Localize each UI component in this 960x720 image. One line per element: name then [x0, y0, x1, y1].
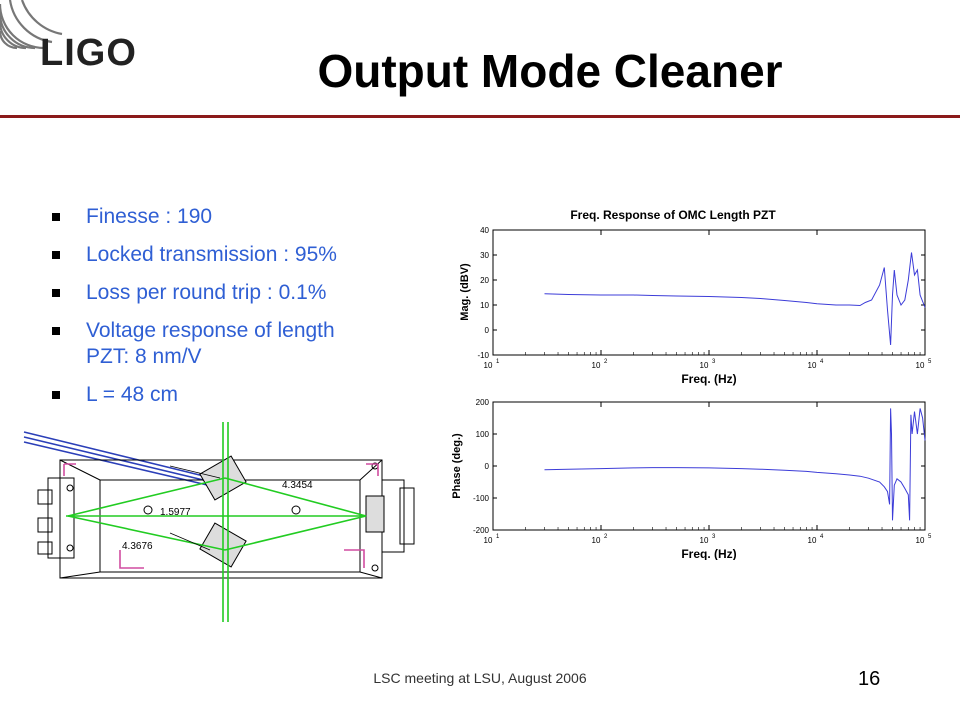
- x-tick-exponent: 5: [928, 359, 932, 365]
- magnitude-ylabel: Mag. (dBV): [459, 263, 471, 321]
- chart-title: Freq. Response of OMC Length PZT: [570, 208, 776, 222]
- x-tick-label: 10: [700, 361, 709, 370]
- slide-title: Output Mode Cleaner: [317, 45, 783, 97]
- x-tick-label: 10: [916, 361, 925, 370]
- x-tick-exponent: 1: [496, 534, 500, 540]
- mirror-mounts: [199, 455, 385, 568]
- ligo-logo: LIGO: [40, 32, 137, 74]
- magnitude-xlabel: Freq. (Hz): [681, 372, 736, 386]
- y-tick-label: 100: [476, 430, 490, 439]
- title-divider: [0, 115, 960, 118]
- magnitude-series-line: [544, 252, 926, 346]
- bullet-marker-icon: [52, 213, 60, 221]
- phase-series-line: [544, 408, 926, 521]
- bullet-marker-icon: [52, 251, 60, 259]
- bullet-list: Finesse : 190 Locked transmission : 95% …: [48, 204, 428, 420]
- bullet-text: Loss per round trip : 0.1%: [86, 281, 327, 304]
- x-tick-exponent: 3: [712, 534, 716, 540]
- dimension-label: 1.5977: [160, 507, 191, 518]
- freq-response-plots: Freq. Response of OMC Length PZT -100102…: [451, 208, 932, 560]
- bullet-text: L = 48 cm: [86, 383, 179, 406]
- x-tick-exponent: 5: [928, 534, 932, 540]
- bullet-item: Loss per round trip : 0.1%: [48, 280, 428, 306]
- ligo-logo-arcs: [0, 0, 63, 50]
- phase-xlabel: Freq. (Hz): [681, 547, 736, 560]
- x-tick-exponent: 4: [820, 359, 824, 365]
- y-tick-label: 30: [480, 251, 489, 260]
- bullet-item: Voltage response of length PZT: 8 nm/V: [48, 318, 428, 370]
- magnitude-axes: [492, 229, 926, 356]
- bullet-marker-icon: [52, 327, 60, 335]
- x-tick-exponent: 3: [712, 359, 716, 365]
- bullet-marker-icon: [52, 289, 60, 297]
- y-tick-label: 0: [485, 326, 490, 335]
- x-tick-exponent: 2: [604, 534, 608, 540]
- x-tick-label: 10: [592, 536, 601, 545]
- phase-axes: [492, 401, 926, 531]
- dimension-label: 4.3676: [122, 541, 153, 552]
- y-tick-label: 10: [480, 301, 489, 310]
- bullet-item: Finesse : 190: [48, 204, 428, 230]
- y-tick-label: 200: [476, 398, 490, 407]
- phase-ylabel: Phase (deg.): [451, 433, 463, 499]
- bullet-text-continued: PZT: 8 nm/V: [86, 345, 202, 368]
- x-tick-exponent: 2: [604, 359, 608, 365]
- dimension-lines: [169, 465, 221, 551]
- bullet-item: L = 48 cm: [48, 382, 428, 408]
- y-tick-label: -10: [477, 351, 489, 360]
- dimension-label: 4.3454: [282, 480, 313, 491]
- bullet-marker-icon: [52, 391, 60, 399]
- bullet-text: Voltage response of length: [86, 319, 335, 342]
- cavity-beam-path: [66, 422, 367, 622]
- page-number: 16: [858, 668, 881, 690]
- bullet-text: Finesse : 190: [86, 205, 213, 228]
- y-tick-label: -100: [473, 494, 490, 503]
- x-tick-label: 10: [916, 536, 925, 545]
- pink-markers: [63, 463, 379, 569]
- x-tick-label: 10: [700, 536, 709, 545]
- x-tick-label: 10: [808, 536, 817, 545]
- bullet-text: Locked transmission : 95%: [86, 243, 337, 266]
- x-tick-label: 10: [592, 361, 601, 370]
- y-tick-label: 20: [480, 276, 489, 285]
- omc-diagram: 4.3454 1.5977 4.3676: [23, 422, 415, 622]
- x-tick-label: 10: [808, 361, 817, 370]
- y-tick-label: -200: [473, 526, 490, 535]
- x-tick-label: 10: [484, 361, 493, 370]
- x-tick-label: 10: [484, 536, 493, 545]
- bullet-item: Locked transmission : 95%: [48, 242, 428, 268]
- x-tick-exponent: 4: [820, 534, 824, 540]
- x-tick-exponent: 1: [496, 359, 500, 365]
- y-tick-label: 40: [480, 226, 489, 235]
- footer-text: LSC meeting at LSU, August 2006: [373, 670, 587, 686]
- y-tick-label: 0: [485, 462, 490, 471]
